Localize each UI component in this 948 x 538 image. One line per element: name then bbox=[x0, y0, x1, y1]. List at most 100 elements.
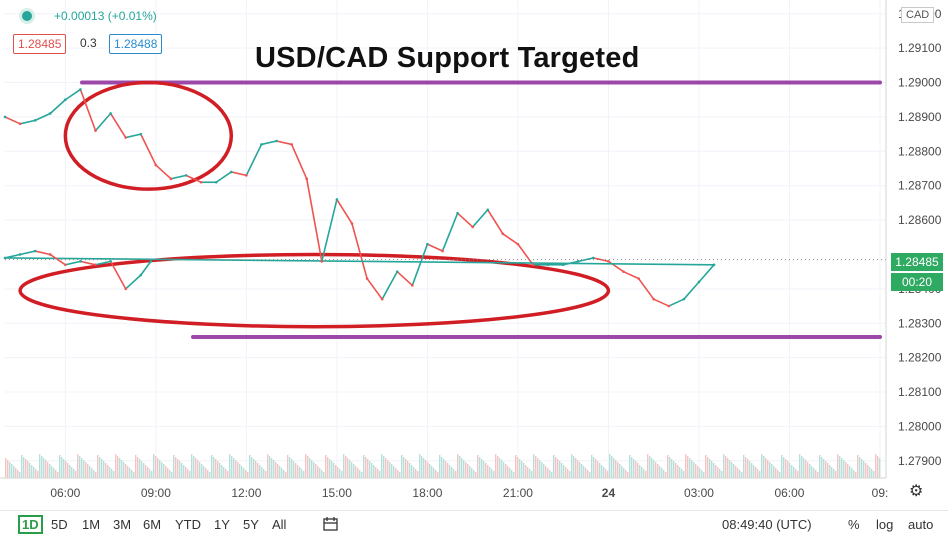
price-segment bbox=[231, 171, 247, 177]
volume-bar bbox=[735, 466, 737, 478]
market-status-icon bbox=[22, 11, 32, 21]
volume-bar bbox=[299, 467, 301, 478]
bid-price-button[interactable]: 1.28485 bbox=[13, 34, 67, 54]
price-point bbox=[365, 277, 369, 280]
price-chart[interactable]: 1.292001.291001.290001.289001.288001.287… bbox=[0, 0, 948, 510]
volume-bar bbox=[289, 457, 291, 478]
settings-gear-icon[interactable]: ⚙ bbox=[909, 483, 924, 500]
range-1d-button[interactable]: 1D bbox=[18, 515, 43, 534]
volume-bar bbox=[761, 454, 763, 478]
volume-bar bbox=[129, 468, 131, 478]
volume-bar bbox=[485, 463, 487, 478]
volume-bar bbox=[363, 455, 365, 478]
volume-bar bbox=[729, 460, 731, 478]
volume-bar bbox=[309, 458, 311, 478]
utc-clock[interactable]: 08:49:40 (UTC) bbox=[722, 517, 812, 532]
price-segment bbox=[457, 212, 474, 228]
currency-label[interactable]: CAD bbox=[901, 7, 935, 23]
range-6m-button[interactable]: 6M bbox=[143, 517, 162, 532]
price-segment bbox=[64, 88, 81, 101]
price-segment bbox=[381, 271, 398, 300]
volume-bar bbox=[683, 471, 685, 478]
price-point bbox=[245, 174, 248, 177]
price-point bbox=[3, 115, 7, 119]
volume-bar bbox=[15, 468, 17, 478]
price-segment bbox=[125, 133, 141, 139]
volume-bar bbox=[727, 458, 729, 478]
volume-bar bbox=[63, 459, 65, 478]
price-segment bbox=[125, 274, 142, 290]
volume-bar bbox=[437, 472, 439, 478]
volume-bar bbox=[801, 456, 803, 478]
volume-bar bbox=[665, 472, 667, 478]
log-scale-toggle[interactable]: log bbox=[876, 517, 894, 532]
range-ytd-button[interactable]: YTD bbox=[175, 517, 201, 532]
range-all-button[interactable]: All bbox=[272, 517, 287, 532]
time-axis[interactable]: 06:00 09:00 12:00 15:00 18:00 21:00 24 03:00 06:… bbox=[50, 486, 888, 500]
time-tick-label: 12:00 bbox=[231, 486, 261, 500]
price-point bbox=[712, 263, 716, 267]
volume-bar bbox=[307, 456, 309, 478]
volume-bar bbox=[215, 459, 217, 478]
volume-bar bbox=[475, 472, 477, 478]
volume-bar bbox=[767, 460, 769, 478]
auto-scale-toggle[interactable]: auto bbox=[908, 517, 934, 532]
volume-bar bbox=[753, 465, 755, 478]
range-3m-button[interactable]: 3M bbox=[113, 517, 132, 532]
price-point bbox=[64, 98, 67, 102]
volume-bar bbox=[449, 465, 451, 478]
volume-bar bbox=[333, 463, 335, 478]
highlight-ellipse[interactable] bbox=[18, 252, 611, 329]
volume-bar bbox=[719, 469, 721, 478]
percent-scale-toggle[interactable]: % bbox=[848, 517, 860, 532]
volume-bar bbox=[211, 455, 213, 478]
volume-bar bbox=[201, 464, 203, 478]
volume-bar bbox=[771, 464, 773, 478]
price-tick-label: 1.29000 bbox=[898, 76, 942, 90]
price-axis[interactable]: 1.292001.291001.290001.289001.288001.287… bbox=[898, 7, 942, 468]
volume-bar bbox=[845, 462, 847, 478]
price-point bbox=[124, 287, 127, 291]
price-point bbox=[411, 284, 414, 287]
volume-bar bbox=[137, 457, 139, 478]
volume-bar bbox=[569, 471, 571, 478]
volume-bar bbox=[153, 454, 155, 478]
range-5d-button[interactable]: 5D bbox=[51, 517, 68, 532]
time-tick-label: 18:00 bbox=[412, 486, 442, 500]
volume-bar bbox=[269, 456, 271, 478]
volume-bar bbox=[521, 461, 523, 478]
volume-bar bbox=[789, 463, 791, 478]
price-point bbox=[229, 170, 233, 174]
volume-bar bbox=[737, 468, 739, 478]
price-point bbox=[79, 88, 82, 91]
volume-bar bbox=[479, 457, 481, 478]
volume-bar bbox=[331, 461, 333, 478]
volume-bar bbox=[293, 461, 295, 478]
volume-bar bbox=[507, 466, 509, 478]
volume-bar bbox=[83, 460, 85, 478]
ask-price-button[interactable]: 1.28488 bbox=[109, 34, 163, 54]
highlight-ellipse[interactable] bbox=[63, 80, 234, 191]
range-1y-button[interactable]: 1Y bbox=[214, 517, 230, 532]
volume-bar bbox=[619, 464, 621, 478]
volume-bar bbox=[847, 464, 849, 478]
volume-bar bbox=[127, 466, 129, 478]
volume-bar bbox=[763, 456, 765, 478]
price-segment bbox=[140, 260, 152, 276]
volume-bar bbox=[179, 461, 181, 478]
price-segment bbox=[19, 119, 36, 125]
price-point bbox=[184, 174, 188, 177]
price-point bbox=[516, 242, 520, 246]
price-point bbox=[33, 249, 37, 253]
price-segment bbox=[336, 199, 353, 224]
volume-bar bbox=[181, 463, 183, 478]
volume-bar bbox=[579, 462, 581, 478]
date-range-icon[interactable] bbox=[322, 516, 340, 532]
volume-bar bbox=[545, 466, 547, 478]
range-5y-button[interactable]: 5Y bbox=[243, 517, 259, 532]
volume-bar bbox=[411, 465, 413, 478]
price-tick-label: 1.28300 bbox=[898, 316, 942, 330]
current-price-tag: 1.28485 bbox=[891, 253, 943, 271]
range-1m-button[interactable]: 1M bbox=[82, 517, 101, 532]
price-tick-label: 1.28900 bbox=[898, 110, 942, 124]
